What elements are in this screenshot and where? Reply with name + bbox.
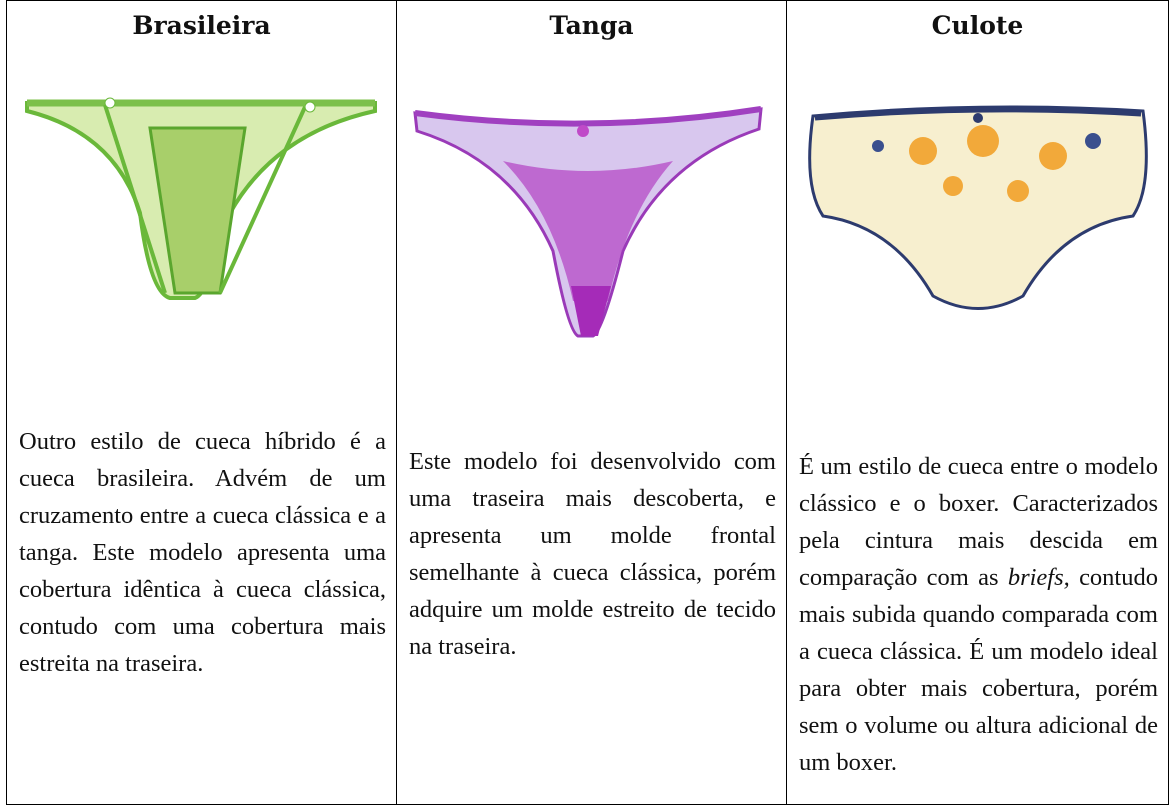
text: Este modelo foi desenvolvido com uma tra… [409,448,776,660]
comparison-table: Brasileira Outro estilo de cueca híbrido… [6,0,1169,805]
text: contudo mais subida quando comparada com… [799,564,1158,776]
text: Outro estilo de cueca híbrido é a cueca … [19,428,386,677]
column: Culote É um estilo de cueca entre o mode… [786,1,1168,804]
column-description: Este modelo foi desenvolvido com uma tra… [409,443,776,665]
column-title: Culote [931,11,1024,40]
column: Tanga Este modelo foi desenvolvido com u… [396,1,786,804]
column-title: Brasileira [132,11,271,40]
text: É um estilo de cueca entre o modelo clás… [799,453,1158,591]
italic-text: briefs, [1007,564,1070,591]
column-description: Outro estilo de cueca híbrido é a cueca … [19,423,386,682]
illustration [25,97,377,300]
illustration [413,106,763,338]
illustration [808,105,1148,310]
column-description: É um estilo de cueca entre o modelo clás… [799,448,1158,781]
column: Brasileira Outro estilo de cueca híbrido… [7,1,396,804]
column-title: Tanga [549,11,634,40]
